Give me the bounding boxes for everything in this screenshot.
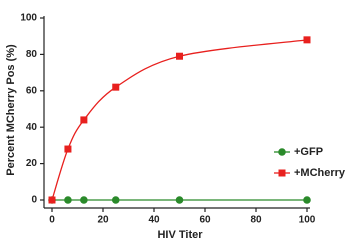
y-tick-label: 40 [26, 122, 38, 133]
x-tick-label: 0 [49, 215, 55, 226]
marker [80, 116, 88, 124]
x-tick-label: 20 [97, 215, 109, 226]
marker [111, 196, 120, 204]
fit-line [51, 39, 308, 201]
y-axis-title: Percent MCherry Pos (%) [5, 44, 17, 176]
marker [175, 196, 184, 204]
marker [176, 52, 183, 60]
y-tick-label: 80 [26, 49, 38, 60]
marker [48, 196, 56, 204]
x-tick-label: 80 [250, 215, 262, 226]
x-axis-title: HIV Titer [157, 229, 203, 241]
legend-marker [278, 169, 286, 177]
legend-marker [278, 148, 286, 156]
y-tick-label: 20 [26, 158, 38, 169]
legend-label: +GFP [294, 146, 323, 158]
x-tick-label: 60 [199, 215, 211, 226]
marker [64, 196, 72, 204]
x-tick-label: 40 [148, 215, 160, 226]
marker [303, 196, 311, 204]
marker [64, 145, 72, 153]
marker [303, 36, 311, 44]
marker [112, 83, 120, 91]
y-tick-label: 0 [31, 195, 37, 206]
y-tick-label: 60 [26, 85, 38, 96]
legend-label: +MCherry [294, 167, 346, 179]
marker [80, 196, 88, 204]
x-tick-label: 100 [299, 215, 316, 226]
y-tick-label: 100 [20, 13, 37, 24]
